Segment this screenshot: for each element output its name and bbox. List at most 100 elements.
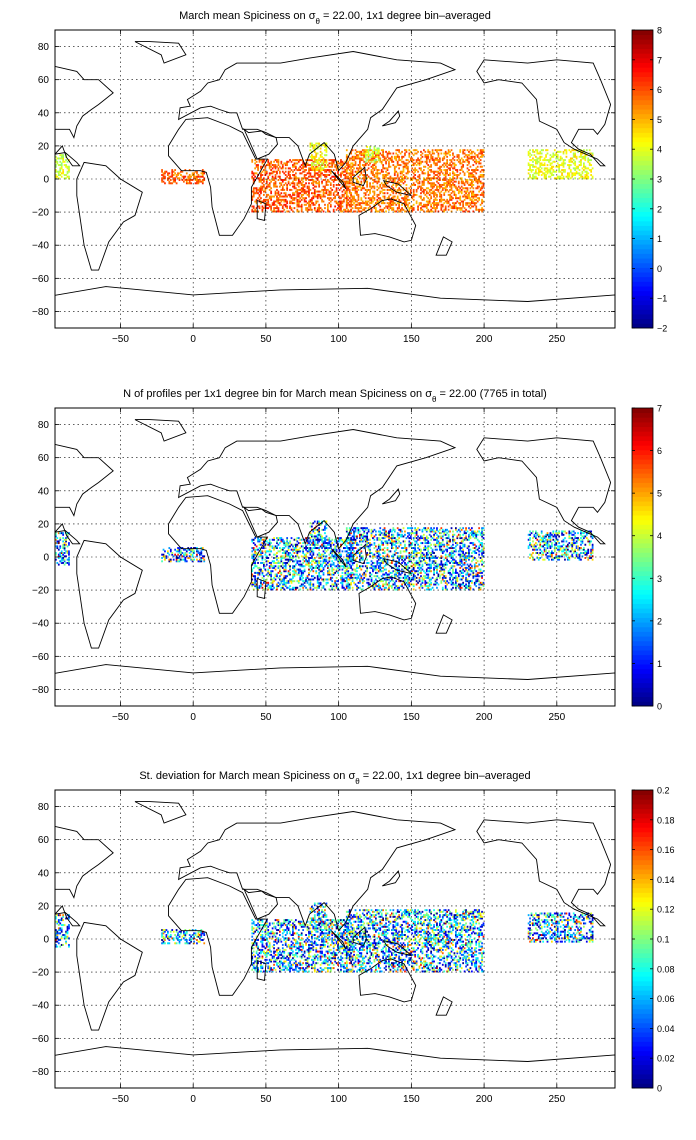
colorbar-tick-label: 0.16 bbox=[657, 845, 675, 855]
y-tick-label: 20 bbox=[38, 901, 50, 912]
coastline-6 bbox=[134, 41, 187, 64]
panel-2-grid bbox=[55, 408, 615, 706]
colorbar-tick-label: 0 bbox=[657, 264, 662, 274]
y-tick-label: 60 bbox=[38, 835, 50, 846]
colorbar-tick-label: 0.08 bbox=[657, 964, 675, 974]
y-tick-label: 80 bbox=[38, 420, 50, 431]
x-tick-label: −50 bbox=[112, 334, 129, 345]
y-tick-label: 80 bbox=[38, 42, 50, 53]
coastline-6 bbox=[134, 419, 187, 442]
data-cluster-7 bbox=[527, 149, 594, 180]
coastline-16 bbox=[435, 996, 453, 1016]
coastline-5 bbox=[358, 958, 417, 1003]
x-tick-label: 250 bbox=[548, 334, 565, 345]
coastline-5 bbox=[358, 576, 417, 621]
colorbar-tick-label: 0.18 bbox=[657, 815, 675, 825]
colorbar-tick-label: 0.04 bbox=[657, 1024, 675, 1034]
data-cluster-3 bbox=[251, 537, 354, 591]
y-tick-label: −40 bbox=[32, 1001, 49, 1012]
coastline-7 bbox=[476, 59, 612, 167]
coastline-13 bbox=[382, 558, 412, 575]
map-panel-2: N of profiles per 1x1 degree bin for Mar… bbox=[32, 388, 662, 723]
colorbar-tick-label: 6 bbox=[657, 85, 662, 95]
map-panel-3: St. deviation for March mean Spiciness o… bbox=[32, 770, 675, 1105]
coastline-2 bbox=[168, 495, 269, 614]
colorbar-tick-label: 0 bbox=[657, 702, 662, 712]
colorbar-tick-label: 0.12 bbox=[657, 905, 675, 915]
x-tick-label: 150 bbox=[403, 334, 420, 345]
coastline-15 bbox=[256, 199, 267, 221]
colorbar-tick-label: 4 bbox=[657, 531, 662, 541]
colorbar-tick-label: 3 bbox=[657, 175, 662, 185]
y-tick-label: −20 bbox=[32, 208, 49, 219]
y-tick-label: −40 bbox=[32, 241, 49, 252]
coastline-1 bbox=[76, 539, 143, 649]
coastline-14 bbox=[382, 870, 401, 887]
coastline-6 bbox=[134, 801, 187, 824]
x-tick-label: 100 bbox=[330, 1094, 347, 1105]
y-tick-label: −20 bbox=[32, 968, 49, 979]
colorbar-tick-label: 7 bbox=[657, 404, 662, 414]
colorbar-tick-label: 4 bbox=[657, 145, 662, 155]
x-tick-label: 200 bbox=[476, 1094, 493, 1105]
coastline-12 bbox=[352, 544, 367, 565]
coastline-9 bbox=[55, 65, 114, 139]
colorbar-tick-label: −1 bbox=[657, 294, 667, 304]
coastline-8 bbox=[55, 523, 81, 545]
colorbar-tick-label: 0.2 bbox=[657, 786, 670, 796]
coastline-3 bbox=[178, 429, 457, 550]
coastline-13 bbox=[382, 180, 412, 197]
colorbar-tick-label: 8 bbox=[657, 26, 662, 36]
coastline-12 bbox=[352, 926, 367, 947]
y-tick-label: −60 bbox=[32, 274, 49, 285]
y-tick-label: 60 bbox=[38, 75, 50, 86]
colorbar-tick-label: 2 bbox=[657, 616, 662, 626]
x-tick-label: −50 bbox=[112, 712, 129, 723]
colorbar-tick-label: 5 bbox=[657, 115, 662, 125]
coastline-14 bbox=[382, 110, 401, 127]
panel-2-title: N of profiles per 1x1 degree bin for Mar… bbox=[123, 388, 547, 404]
coastline-9 bbox=[55, 825, 114, 899]
panel-3-title: St. deviation for March mean Spiciness o… bbox=[139, 770, 530, 786]
coastline-8 bbox=[55, 905, 81, 927]
colorbar-frame bbox=[631, 407, 654, 707]
coastline-9 bbox=[55, 443, 114, 517]
colorbar-tick-label: 2 bbox=[657, 204, 662, 214]
y-tick-label: 0 bbox=[43, 553, 49, 564]
coastline-12 bbox=[352, 166, 367, 187]
coastline-3 bbox=[178, 811, 457, 932]
coastline-2 bbox=[168, 117, 269, 236]
x-tick-label: 200 bbox=[476, 334, 493, 345]
x-tick-label: 150 bbox=[403, 712, 420, 723]
coastline-3 bbox=[178, 51, 457, 172]
panel-1-colorbar: 8 7 6 5 4 3 2 1 0 −1 −2 bbox=[631, 26, 667, 334]
coastline-13 bbox=[382, 940, 412, 957]
data-cluster-2 bbox=[161, 169, 206, 185]
x-tick-label: 200 bbox=[476, 712, 493, 723]
panels-group: March mean Spiciness on σθ = 22.00, 1x1 … bbox=[32, 10, 675, 1105]
panel-3-grid bbox=[55, 790, 615, 1088]
coastline-10 bbox=[55, 664, 615, 706]
panel-1-data-cells bbox=[55, 142, 594, 213]
coastline-16 bbox=[435, 614, 453, 634]
panel-3-data-cells bbox=[55, 902, 594, 973]
y-tick-label: −80 bbox=[32, 685, 49, 696]
x-tick-label: 0 bbox=[190, 712, 196, 723]
y-tick-label: −60 bbox=[32, 652, 49, 663]
colorbar-tick-label: 1 bbox=[657, 234, 662, 244]
colorbar-tick-label: 7 bbox=[657, 55, 662, 65]
panel-1-title: March mean Spiciness on σθ = 22.00, 1x1 … bbox=[179, 10, 491, 26]
data-cluster-4 bbox=[309, 902, 328, 932]
colorbar-tick-label: 3 bbox=[657, 574, 662, 584]
panel-1-grid bbox=[55, 30, 615, 328]
data-cluster-5 bbox=[345, 909, 485, 973]
data-cluster-6 bbox=[527, 530, 594, 561]
coastline-1 bbox=[76, 161, 143, 271]
x-tick-label: 150 bbox=[403, 1094, 420, 1105]
panel-1-coastlines bbox=[55, 41, 615, 328]
y-tick-label: 80 bbox=[38, 802, 50, 813]
colorbar-tick-label: 5 bbox=[657, 489, 662, 499]
